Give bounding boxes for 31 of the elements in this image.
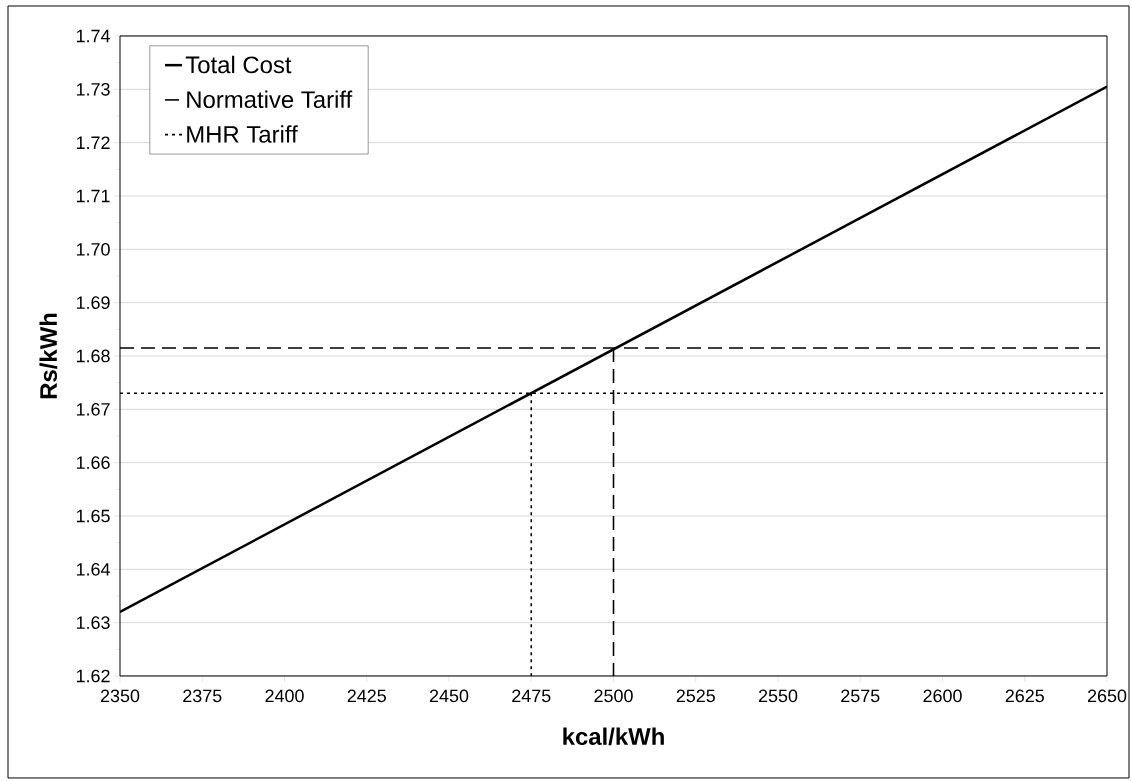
y-tick-label: 1.71 xyxy=(76,189,110,203)
y-tick-label: 1.66 xyxy=(76,456,110,469)
y-tick-label: 1.64 xyxy=(76,562,110,576)
x-tick-label: 2575 xyxy=(841,689,880,703)
legend-label: Total Cost xyxy=(185,55,292,74)
y-tick-label: 1.63 xyxy=(76,616,110,629)
x-tick-label: 2550 xyxy=(758,689,798,703)
x-tick-label: 2525 xyxy=(676,689,715,703)
x-tick-label: 2600 xyxy=(923,689,962,703)
x-tick-label: 2350 xyxy=(100,689,140,703)
x-tick-label: 2400 xyxy=(265,689,304,703)
y-tick-label: 1.65 xyxy=(76,509,110,523)
y-axis-title: Rs/kWh xyxy=(39,313,58,399)
y-tick-label: 1.70 xyxy=(76,242,110,256)
x-tick-label: 2375 xyxy=(183,689,222,703)
legend-label: MHR Tariff xyxy=(187,125,298,143)
x-tick-label: 2650 xyxy=(1087,689,1127,703)
y-tick-label: 1.74 xyxy=(76,29,110,43)
y-tick-label: 1.72 xyxy=(76,136,110,149)
x-tick-label: 2450 xyxy=(429,689,469,703)
y-tick-label: 1.73 xyxy=(76,82,110,96)
y-tick-label: 1.68 xyxy=(76,349,110,363)
y-tick-label: 1.69 xyxy=(76,296,110,309)
x-tick-label: 2475 xyxy=(512,689,551,703)
y-tick-label: 1.67 xyxy=(76,402,110,416)
y-tick-label: 1.62 xyxy=(76,669,110,683)
x-tick-label: 2625 xyxy=(1005,689,1044,703)
x-tick-label: 2425 xyxy=(347,689,386,703)
x-axis-title: kcal/kWh xyxy=(563,727,664,746)
legend-label: Normative Tariff xyxy=(187,90,353,109)
x-tick-label: 2500 xyxy=(594,689,633,703)
